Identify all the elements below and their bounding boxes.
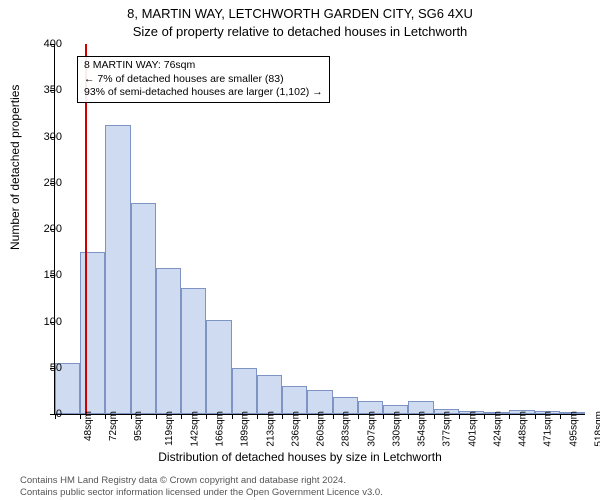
x-tick-mark: [560, 414, 561, 419]
x-tick-mark: [383, 414, 384, 419]
histogram-bar: [105, 125, 130, 414]
x-tick-mark: [80, 414, 81, 419]
x-tick-mark: [105, 414, 106, 419]
y-axis-label: Number of detached properties: [8, 85, 22, 250]
x-tick-label: 471sqm: [543, 411, 554, 447]
x-tick-label: 354sqm: [417, 411, 428, 447]
x-tick-label: 283sqm: [341, 411, 352, 447]
page-subtitle: Size of property relative to detached ho…: [0, 24, 600, 39]
x-tick-mark: [181, 414, 182, 419]
x-tick-label: 330sqm: [391, 411, 402, 447]
x-tick-label: 448sqm: [518, 411, 529, 447]
page-title: 8, MARTIN WAY, LETCHWORTH GARDEN CITY, S…: [0, 6, 600, 21]
x-axis-label: Distribution of detached houses by size …: [0, 450, 600, 464]
x-tick-mark: [156, 414, 157, 419]
x-tick-mark: [358, 414, 359, 419]
x-tick-label: 72sqm: [108, 411, 119, 441]
attribution-1: Contains HM Land Registry data © Crown c…: [20, 475, 346, 486]
x-tick-label: 236sqm: [290, 411, 301, 447]
histogram-bar: [181, 288, 206, 414]
y-tick-label: 250: [32, 177, 62, 189]
x-tick-label: 119sqm: [164, 411, 175, 446]
histogram-bar: [206, 320, 231, 414]
y-tick-label: 350: [32, 84, 62, 96]
x-tick-mark: [257, 414, 258, 419]
y-tick-label: 200: [32, 223, 62, 235]
y-tick-label: 400: [32, 38, 62, 50]
x-tick-mark: [535, 414, 536, 419]
histogram-bar: [80, 252, 105, 414]
x-tick-mark: [232, 414, 233, 419]
y-tick-label: 100: [32, 316, 62, 328]
attribution-2: Contains public sector information licen…: [20, 487, 383, 498]
histogram-bar: [232, 368, 257, 414]
x-tick-label: 142sqm: [190, 411, 201, 447]
x-tick-mark: [282, 414, 283, 419]
y-tick-label: 150: [32, 269, 62, 281]
histogram-bar: [131, 203, 156, 414]
info-line-3: 93% of semi-detached houses are larger (…: [84, 86, 323, 100]
x-tick-label: 213sqm: [265, 411, 276, 447]
x-tick-label: 424sqm: [492, 411, 503, 447]
x-tick-mark: [434, 414, 435, 419]
x-tick-label: 189sqm: [240, 411, 251, 447]
x-tick-mark: [509, 414, 510, 419]
x-tick-label: 48sqm: [83, 411, 94, 441]
x-tick-label: 377sqm: [442, 411, 453, 447]
info-box: 8 MARTIN WAY: 76sqm ← 7% of detached hou…: [77, 56, 330, 103]
y-tick-label: 50: [32, 362, 62, 374]
x-tick-mark: [459, 414, 460, 419]
x-tick-label: 166sqm: [215, 411, 226, 447]
info-line-2: ← 7% of detached houses are smaller (83): [84, 73, 323, 87]
x-tick-mark: [484, 414, 485, 419]
histogram-bar: [257, 375, 282, 414]
histogram-bar: [282, 386, 307, 414]
y-tick-label: 0: [32, 408, 62, 420]
x-tick-label: 307sqm: [366, 411, 377, 447]
info-line-1: 8 MARTIN WAY: 76sqm: [84, 59, 323, 73]
x-tick-mark: [333, 414, 334, 419]
x-tick-label: 95sqm: [133, 411, 144, 441]
x-tick-label: 260sqm: [316, 411, 327, 447]
x-tick-label: 518sqm: [593, 411, 600, 447]
histogram-bar: [156, 268, 181, 414]
x-tick-label: 401sqm: [467, 411, 478, 447]
x-tick-mark: [307, 414, 308, 419]
x-tick-mark: [206, 414, 207, 419]
y-tick-label: 300: [32, 131, 62, 143]
x-tick-label: 495sqm: [568, 411, 579, 447]
x-tick-mark: [131, 414, 132, 419]
x-tick-mark: [408, 414, 409, 419]
histogram-chart: 8 MARTIN WAY: 76sqm ← 7% of detached hou…: [54, 44, 585, 415]
